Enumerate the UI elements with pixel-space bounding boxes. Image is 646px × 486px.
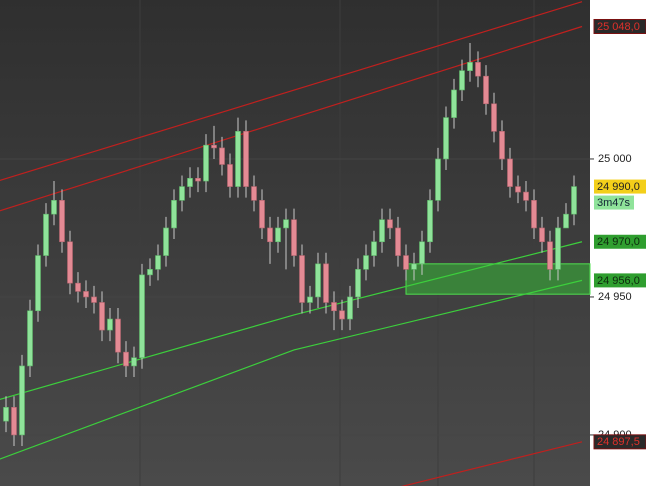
candle-layer	[3, 43, 577, 446]
channel-line	[0, 25, 583, 212]
price-tag-label: 24 970,0	[597, 236, 640, 248]
candle-body	[555, 227, 561, 270]
y-tick-label: 24 950	[598, 291, 632, 303]
candle-body	[115, 318, 121, 353]
timer-box	[594, 195, 634, 210]
candle-body	[91, 296, 97, 303]
price-tag	[594, 234, 646, 249]
candle-body	[251, 186, 257, 201]
candle-body	[147, 269, 153, 276]
price-tag-label: 24 990,0	[597, 181, 640, 193]
candle-body	[283, 219, 289, 229]
candle-body	[67, 241, 73, 284]
candle-body	[51, 200, 57, 215]
candle-body	[123, 351, 129, 367]
price-tag	[593, 18, 646, 34]
candle-body	[451, 89, 457, 118]
price-tag	[594, 179, 646, 194]
candle-body	[507, 158, 513, 187]
channel-line	[401, 441, 583, 486]
candle-body	[323, 263, 329, 303]
candle-body	[427, 200, 433, 243]
candle-body	[187, 177, 193, 187]
candle-body	[331, 302, 337, 312]
candle-body	[19, 365, 25, 436]
grid	[0, 158, 594, 436]
candle-body	[267, 227, 273, 243]
candle-body	[395, 227, 401, 256]
candle-body	[99, 302, 105, 331]
candle-body	[139, 274, 145, 358]
candle-body	[443, 117, 449, 160]
candle-body	[155, 255, 161, 270]
price-tag-label: 25 048,0	[597, 21, 640, 33]
candle-body	[475, 62, 481, 77]
candle-body	[523, 191, 529, 201]
y-tick-label: 25 000	[598, 153, 632, 165]
candle-body	[299, 255, 305, 303]
candle-body	[435, 158, 441, 201]
candle-body	[27, 310, 33, 367]
candle-body	[467, 62, 473, 71]
candle-body	[171, 200, 177, 229]
candle-body	[371, 241, 377, 256]
candle-body	[43, 213, 49, 256]
candle-body	[491, 103, 497, 132]
candle-body	[179, 186, 185, 201]
candle-body	[235, 131, 241, 187]
candle-body	[363, 255, 369, 270]
candle-body	[515, 186, 521, 193]
candle-body	[107, 318, 113, 331]
candle-body	[211, 144, 217, 149]
candle-body	[307, 296, 313, 303]
candle-body	[347, 296, 353, 320]
price-tag	[593, 434, 646, 450]
candle-body	[531, 200, 537, 229]
channel-line	[0, 1, 583, 182]
candle-body	[163, 227, 169, 256]
candle-body	[499, 131, 505, 160]
candle-body	[291, 219, 297, 256]
candle-body	[83, 291, 89, 298]
candle-body	[11, 407, 17, 436]
candle-body	[411, 263, 417, 270]
candle-body	[59, 200, 65, 243]
candle-body	[3, 407, 9, 422]
candle-body	[259, 200, 265, 229]
candle-body	[315, 263, 321, 298]
candle-body	[459, 70, 465, 91]
candle-body	[403, 255, 409, 270]
price-tag	[594, 273, 646, 288]
candle-body	[339, 310, 345, 320]
channel-line	[0, 241, 583, 400]
candle-body	[275, 227, 281, 243]
candle-body	[419, 241, 425, 265]
candle-body	[547, 241, 553, 270]
candle-body	[355, 269, 361, 298]
candle-body	[563, 213, 569, 229]
candle-body	[243, 131, 249, 187]
channel-line	[0, 279, 583, 460]
price-tag-label: 24 956,0	[597, 275, 640, 287]
candle-body	[219, 147, 225, 165]
candle-body	[387, 219, 393, 229]
candle-body	[35, 255, 41, 312]
candle-body	[539, 227, 545, 243]
candle-body	[75, 282, 81, 292]
candle-body	[571, 186, 577, 215]
price-tag-label: 24 897,5	[597, 436, 640, 448]
candle-body	[203, 144, 209, 182]
candle-body	[195, 177, 201, 182]
candle-body	[131, 357, 137, 367]
timer: 3m47s	[597, 197, 631, 209]
candle-body	[483, 75, 489, 105]
candle-body	[227, 164, 233, 187]
candle-body	[379, 219, 385, 243]
overlay-layer	[0, 1, 583, 486]
